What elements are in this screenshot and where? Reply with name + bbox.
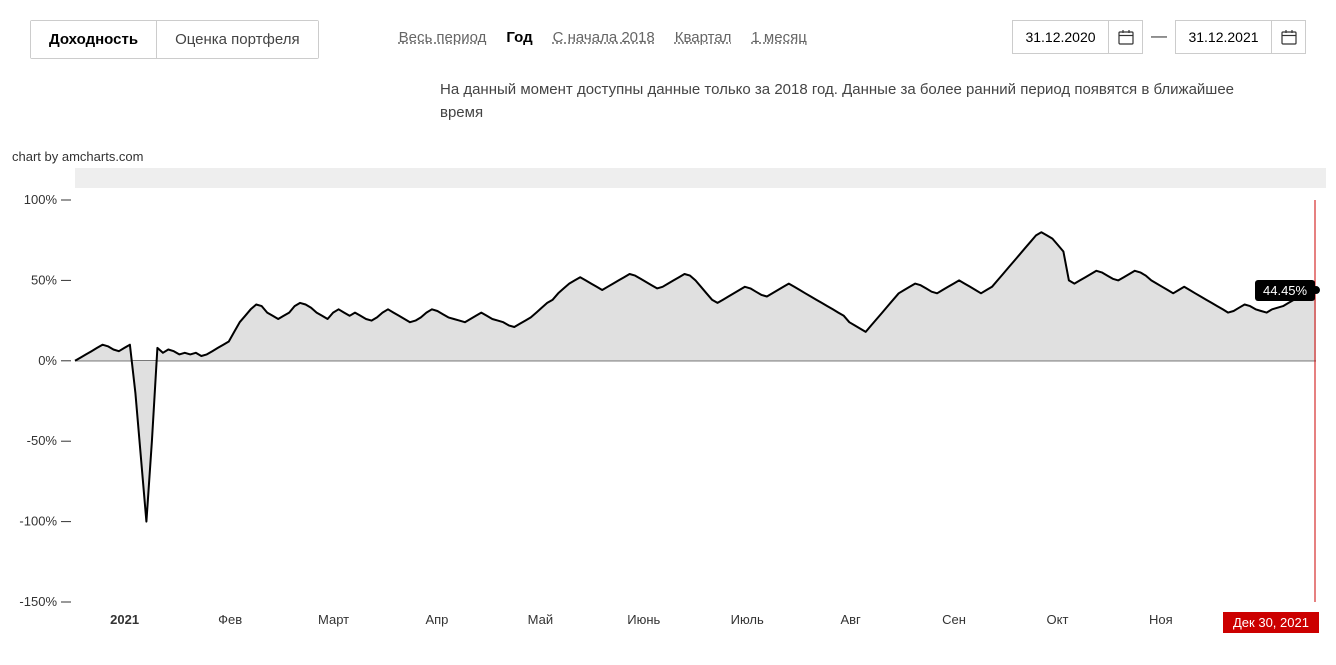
cursor-date-badge: Дек 30, 2021 [1223,612,1319,633]
period-all[interactable]: Весь период [399,29,487,46]
date-separator: — [1151,28,1167,46]
date-to-box [1175,20,1306,54]
svg-text:2021: 2021 [110,612,139,627]
calendar-from-icon[interactable] [1108,21,1142,53]
svg-text:Ноя: Ноя [1149,612,1173,627]
svg-text:Июль: Июль [731,612,764,627]
svg-text:Апр: Апр [425,612,448,627]
date-to-input[interactable] [1176,21,1271,53]
calendar-to-icon[interactable] [1271,21,1305,53]
yield-chart[interactable]: 100% 50% 0% -50% -100% -150% 2021 Фев Март Апр Май… [10,192,1326,632]
svg-text:-150%: -150% [19,594,57,609]
svg-text:Июнь: Июнь [627,612,660,627]
svg-text:-50%: -50% [27,433,58,448]
svg-text:-100%: -100% [19,514,57,529]
svg-text:Сен: Сен [942,612,966,627]
tab-profitability[interactable]: Доходность [31,21,156,58]
svg-text:Авг: Авг [840,612,861,627]
date-from-box [1012,20,1143,54]
date-from-input[interactable] [1013,21,1108,53]
cursor-value-badge: 44.45% [1255,280,1315,301]
svg-text:100%: 100% [24,192,58,207]
svg-text:Май: Май [528,612,553,627]
period-ytd[interactable]: С начала 2018 [553,29,655,46]
period-year[interactable]: Год [506,29,532,46]
svg-text:50%: 50% [31,272,57,287]
data-notice: На данный момент доступны данные только … [0,59,1280,124]
chart-container: 100% 50% 0% -50% -100% -150% 2021 Фев Март Апр Май… [10,168,1326,632]
svg-text:0%: 0% [38,353,57,368]
svg-text:Март: Март [318,612,349,627]
tab-portfolio[interactable]: Оценка портфеля [156,21,318,58]
view-tabs: Доходность Оценка портфеля [30,20,319,59]
calendar-icon [1118,29,1134,45]
svg-text:Фев: Фев [218,612,242,627]
calendar-icon [1281,29,1297,45]
svg-text:Окт: Окт [1047,612,1069,627]
period-quarter[interactable]: Квартал [675,29,732,46]
period-month[interactable]: 1 месяц [751,29,806,46]
chart-credit: chart by amcharts.com [0,124,1336,168]
chart-scrollbar[interactable] [75,168,1326,188]
